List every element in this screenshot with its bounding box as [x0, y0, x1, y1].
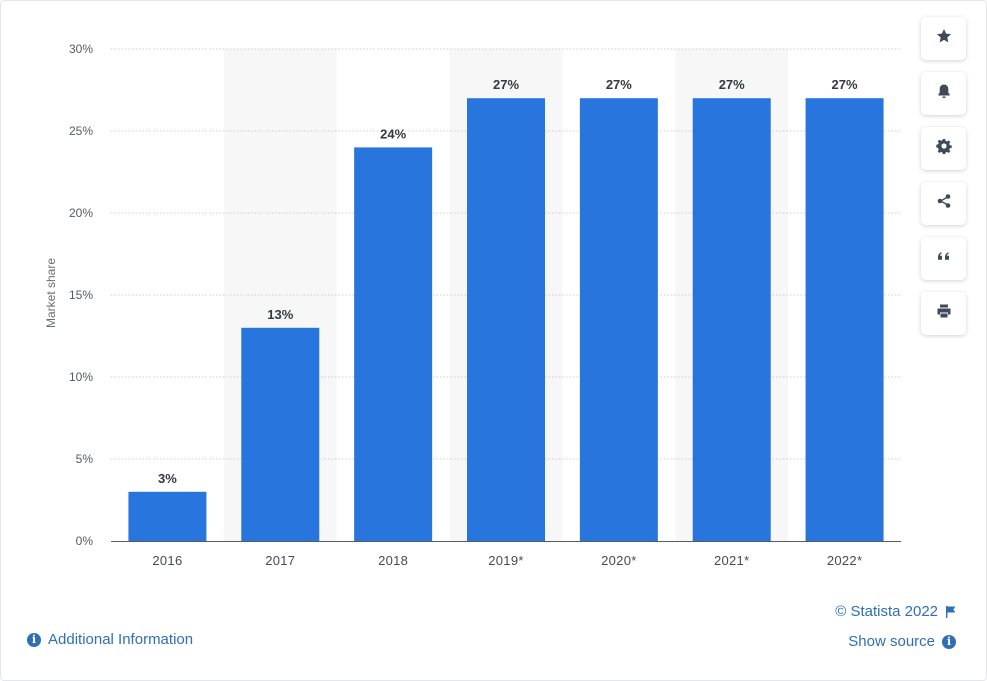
bars [128, 98, 884, 541]
star-icon [936, 28, 952, 49]
print-button[interactable] [921, 292, 966, 335]
chart-toolbar [921, 17, 966, 347]
bar-value-label: 27% [719, 77, 745, 92]
share-icon [936, 193, 952, 214]
gear-icon [935, 138, 952, 159]
bar [128, 491, 207, 541]
y-tick-label: 10% [69, 370, 93, 384]
bar [692, 98, 771, 541]
y-tick-label: 0% [76, 534, 94, 548]
bar [354, 147, 433, 541]
bar-value-label: 27% [606, 77, 632, 92]
bar-value-label: 27% [493, 77, 519, 92]
y-axis-ticks: 0% 5% 10% 15% 20% 25% 30% [69, 42, 93, 548]
x-category-label: 2016 [152, 553, 182, 568]
statista-copyright-link[interactable]: © Statista 2022 [835, 603, 956, 620]
show-source-link[interactable]: Show source i [848, 633, 956, 650]
y-tick-label: 15% [69, 288, 93, 302]
x-category-label: 2019* [488, 553, 523, 568]
y-tick-label: 30% [69, 42, 93, 56]
y-tick-label: 5% [76, 452, 94, 466]
info-icon: i [942, 634, 956, 649]
cite-button[interactable] [921, 237, 966, 280]
additional-information-label: Additional Information [48, 631, 194, 648]
x-category-label: 2017 [265, 553, 295, 568]
bar-value-label: 3% [158, 471, 177, 486]
bar [467, 98, 545, 541]
quote-icon [936, 248, 952, 269]
bar-value-label: 27% [832, 77, 858, 92]
favorite-button[interactable] [921, 17, 966, 60]
settings-button[interactable] [921, 127, 966, 170]
bar [579, 98, 658, 541]
bar [241, 327, 320, 541]
bar-value-label: 24% [380, 126, 406, 141]
additional-information-link[interactable]: i Additional Information [27, 631, 193, 648]
copyright-label: © Statista 2022 [835, 603, 938, 620]
share-button[interactable] [921, 182, 966, 225]
x-axis-categories: 2016 2017 2018 2019* 2020* 2021* 2022* [152, 553, 862, 568]
show-source-label: Show source [848, 633, 935, 650]
print-icon [936, 303, 952, 324]
bar-value-label: 13% [267, 307, 293, 322]
bar [805, 98, 884, 541]
info-icon: i [27, 632, 41, 647]
y-tick-label: 25% [69, 124, 93, 138]
notification-button[interactable] [921, 72, 966, 115]
bell-icon [936, 83, 952, 104]
data-labels: 3% 13% 24% 27% 27% 27% 27% [158, 77, 858, 486]
y-axis-title: Market share [44, 258, 58, 328]
x-category-label: 2021* [714, 553, 749, 568]
y-tick-label: 20% [69, 206, 93, 220]
x-category-label: 2018 [378, 553, 408, 568]
x-category-label: 2020* [601, 553, 636, 568]
flag-icon [945, 605, 956, 618]
x-category-label: 2022* [827, 553, 862, 568]
